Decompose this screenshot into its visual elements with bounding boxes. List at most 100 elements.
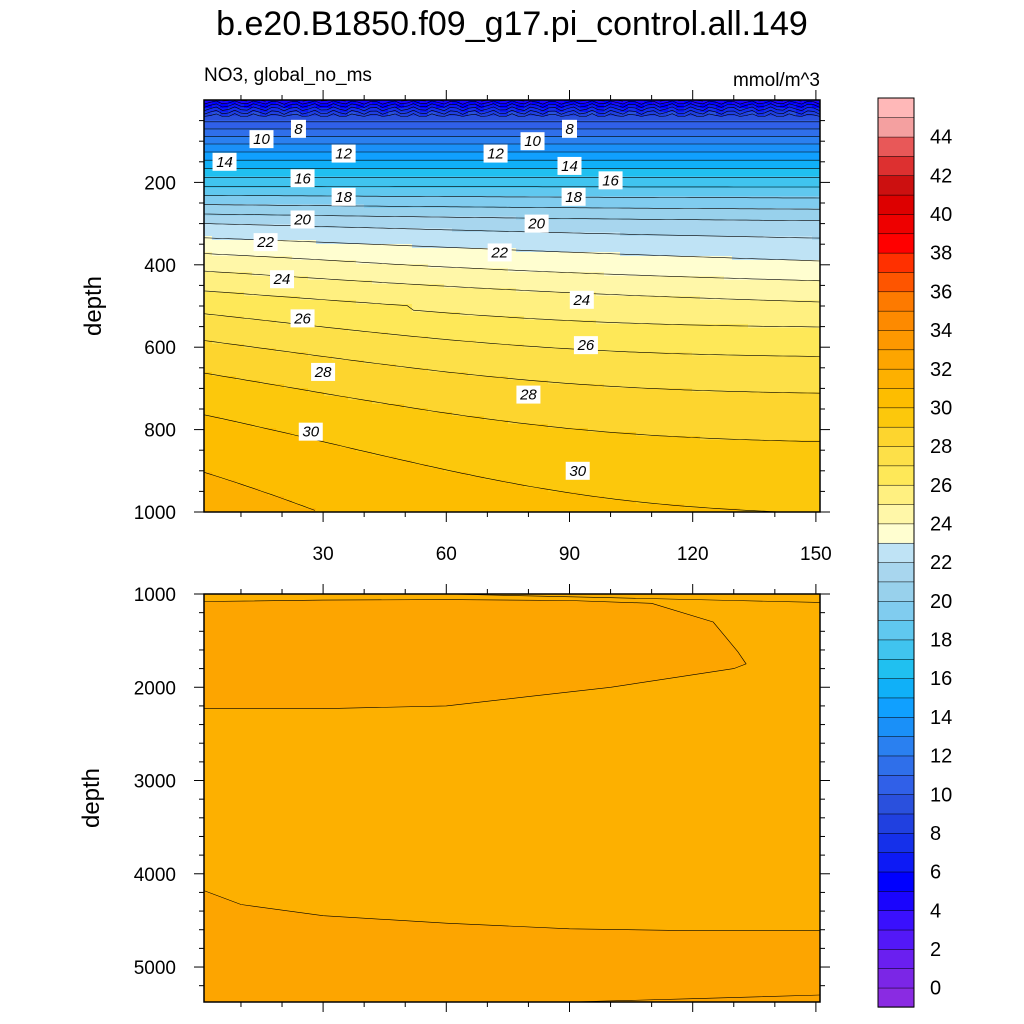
colorbar-swatch <box>877 735 915 757</box>
y-tick-label: 800 <box>144 421 176 442</box>
colorbar-swatch <box>877 774 915 795</box>
colorbar-label: 28 <box>930 436 952 458</box>
colorbar-label: 32 <box>930 359 952 381</box>
contour-label: 8 <box>561 119 577 138</box>
colorbar-swatch <box>877 852 915 873</box>
contour-label: 18 <box>331 187 356 206</box>
colorbar-swatch <box>877 871 915 892</box>
y-tick-label: 600 <box>144 338 176 359</box>
y-tick-label: 1000 <box>134 503 176 524</box>
upper-y-axis-label: depth <box>80 276 107 336</box>
contour-label: 30 <box>298 422 323 441</box>
contour-label: 16 <box>290 169 315 188</box>
contour-line <box>203 100 821 105</box>
colorbar-swatch <box>877 291 915 312</box>
contour-line <box>203 204 820 210</box>
y-tick-label: 200 <box>144 173 176 194</box>
colorbar-label: 38 <box>930 243 952 265</box>
colorbar-label: 40 <box>930 204 952 226</box>
colorbar-swatch <box>877 155 915 177</box>
contour-label: 12 <box>331 144 356 163</box>
x-tick-label: 60 <box>436 544 457 565</box>
contour-fill <box>204 890 820 1002</box>
colorbar-swatch <box>877 349 915 370</box>
colorbar-label: 10 <box>930 784 952 806</box>
colorbar-label: 2 <box>930 939 941 961</box>
colorbar-swatch <box>877 97 915 118</box>
colorbar-swatch <box>877 252 915 273</box>
colorbar-swatch <box>877 175 915 196</box>
contour-line <box>203 340 821 394</box>
colorbar-swatch <box>877 600 915 621</box>
contour-line <box>203 237 821 262</box>
colorbar-swatch <box>877 987 915 1008</box>
contour-label: 24 <box>569 290 594 309</box>
colorbar-swatch <box>877 407 915 428</box>
contour-label: 18 <box>561 187 586 206</box>
lower-plot-frame <box>203 593 821 1003</box>
contour-label: 10 <box>249 130 274 149</box>
colorbar-label: 18 <box>930 630 952 652</box>
chart-title: b.e20.B1850.f09_g17.pi_control.all.149 <box>216 5 808 43</box>
x-tick-label: 30 <box>313 544 334 565</box>
colorbar-label: 26 <box>930 475 952 497</box>
contour-line <box>203 106 821 112</box>
colorbar-swatch <box>877 503 915 525</box>
colorbar-swatch <box>877 677 915 699</box>
colorbar-label: 12 <box>930 746 952 768</box>
colorbar-swatch <box>877 426 915 447</box>
colorbar-swatch <box>877 929 915 950</box>
colorbar-swatch <box>877 561 915 583</box>
colorbar-swatch <box>877 619 915 641</box>
lower-axis-ticks: 1000 2000 3000 4000 5000 <box>134 584 830 1012</box>
left-subtitle: NO3, global_no_ms <box>204 65 372 86</box>
y-tick-label: 400 <box>144 256 176 277</box>
colorbar-label: 22 <box>930 552 952 574</box>
colorbar-swatch <box>877 523 915 544</box>
lower-contour-fills <box>204 594 820 1002</box>
contour-label: 14 <box>557 156 582 175</box>
colorbar-swatch <box>877 213 915 235</box>
contour-line <box>203 472 316 511</box>
colorbar-swatch <box>877 117 915 138</box>
x-tick-label: 90 <box>559 544 580 565</box>
contour-label: 12 <box>483 144 508 163</box>
colorbar-label: 24 <box>930 513 952 535</box>
y-tick-label: 5000 <box>134 958 176 979</box>
units-label: mmol/m^3 <box>733 70 820 91</box>
colorbar-swatch <box>877 968 915 989</box>
upper-axis-ticks: 30 60 90 120 150 200 400 600 800 1000 <box>134 90 832 565</box>
colorbar-label: 6 <box>930 862 941 884</box>
colorbar-label: 30 <box>930 397 952 419</box>
lower-y-axis-label: depth <box>78 768 105 828</box>
colorbar-swatch <box>877 387 915 409</box>
colorbar-swatch <box>877 658 915 679</box>
contour-label: 30 <box>565 461 590 480</box>
colorbar-label: 16 <box>930 668 952 690</box>
contour-line <box>203 195 821 199</box>
contour-label: 20 <box>290 210 315 229</box>
colorbar-swatch <box>877 233 915 254</box>
colorbar-swatch <box>877 716 915 737</box>
colorbar-swatch <box>877 581 915 602</box>
contour-fill <box>204 599 747 709</box>
contour-label: 16 <box>598 171 623 190</box>
contour-line <box>203 113 821 117</box>
x-tick-label: 150 <box>800 544 832 565</box>
upper-panel: 30 60 90 120 150 200 400 600 800 1000 8 10 14 12 16 18… <box>80 90 832 565</box>
contour-label: 28 <box>516 385 541 404</box>
colorbar-swatch <box>877 465 915 486</box>
y-tick-label: 2000 <box>134 678 176 699</box>
colorbar-label: 8 <box>930 823 941 845</box>
contour-line <box>569 994 821 1003</box>
contour-label: 28 <box>311 362 336 381</box>
colorbar-label: 36 <box>930 281 952 303</box>
colorbar-swatch <box>877 310 915 331</box>
contour-line <box>203 103 821 108</box>
upper-contour-fills <box>204 100 821 513</box>
colorbar-swatch <box>877 813 915 834</box>
colorbar-swatch <box>877 136 915 157</box>
colorbar-swatch <box>877 639 915 660</box>
colorbar-label: 0 <box>930 978 941 1000</box>
